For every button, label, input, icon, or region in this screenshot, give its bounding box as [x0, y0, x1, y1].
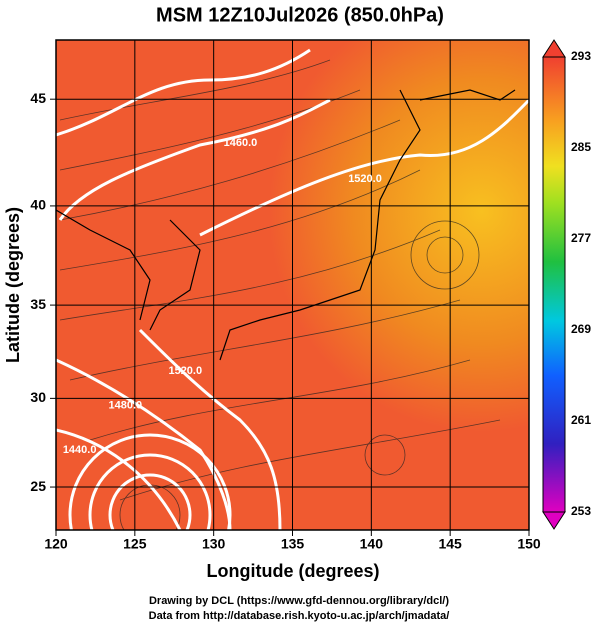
- colorbar-tick-label: 277: [571, 231, 591, 245]
- y-tick-label: 40: [30, 197, 46, 213]
- x-tick-label: 145: [438, 536, 462, 552]
- colorbar-tick-label: 261: [571, 413, 591, 427]
- contour-label: 1460.0: [224, 137, 258, 149]
- y-tick-label: 35: [30, 296, 46, 312]
- x-tick-label: 120: [44, 536, 68, 552]
- x-axis-label: Longitude (degrees): [206, 561, 379, 581]
- chart-title: MSM 12Z10Jul2026 (850.0hPa): [156, 4, 444, 26]
- contour-label: 1520.0: [348, 173, 382, 185]
- contour-label: 1440.0: [63, 444, 97, 456]
- y-axis-label: Latitude (degrees): [3, 207, 23, 363]
- contour-label: 1520.0: [168, 365, 202, 377]
- contour-label: 1480.0: [109, 400, 143, 412]
- streamlines: [59, 59, 501, 530]
- x-tick-label: 125: [123, 536, 147, 552]
- colorbar-tick-label: 253: [571, 504, 591, 518]
- plot-frame: [55, 39, 530, 531]
- credit: Drawing by DCL (https://www.gfd-dennou.o…: [149, 595, 449, 607]
- colorbar-bottom-arrow: [542, 511, 566, 530]
- y-tick-label: 45: [30, 90, 46, 106]
- credit: Data from http://database.rish.kyoto-u.a…: [149, 610, 450, 622]
- y-tick-label: 30: [30, 389, 46, 405]
- y-tick-label: 25: [30, 478, 46, 494]
- x-tick-label: 150: [517, 536, 541, 552]
- coastlines: [56, 89, 516, 361]
- x-tick-label: 130: [202, 536, 226, 552]
- colorbar-top-arrow: [542, 39, 566, 58]
- x-tick-label: 135: [281, 536, 305, 552]
- colorbar-tick-label: 293: [571, 49, 591, 63]
- colorbar: [542, 56, 566, 513]
- contours: [56, 48, 529, 530]
- x-tick-label: 140: [360, 536, 384, 552]
- colorbar-tick-label: 269: [571, 322, 591, 336]
- colorbar-tick-label: 285: [571, 140, 591, 154]
